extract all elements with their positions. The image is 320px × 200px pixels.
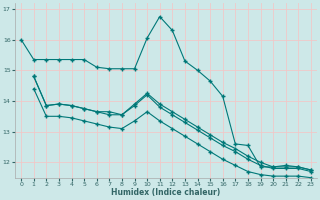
X-axis label: Humidex (Indice chaleur): Humidex (Indice chaleur) [111, 188, 221, 197]
